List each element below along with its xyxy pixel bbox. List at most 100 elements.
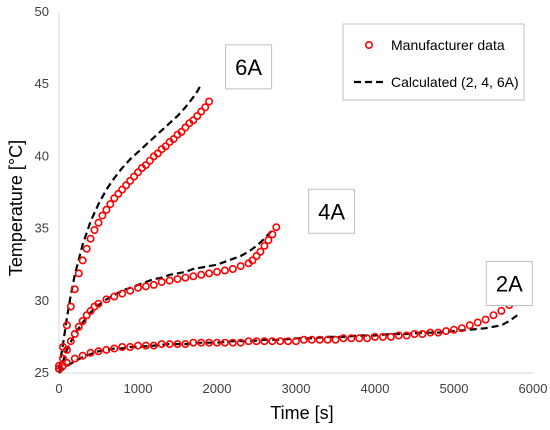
data-point-6a	[201, 103, 210, 112]
manufacturer-markers	[54, 97, 522, 373]
y-tick-label: 30	[35, 293, 49, 308]
data-point-6a	[62, 321, 71, 330]
calculated-line-6a	[57, 83, 203, 369]
data-point-6a	[169, 135, 178, 144]
data-point-6a	[78, 256, 87, 265]
data-point-2a	[62, 358, 71, 367]
data-point-2a	[149, 341, 158, 350]
data-point-4a	[78, 316, 87, 325]
data-point-4a	[110, 292, 119, 301]
data-point-6a	[54, 361, 63, 370]
data-point-4a	[102, 295, 111, 304]
plot-area	[58, 12, 533, 374]
data-point-2a	[434, 328, 443, 337]
data-point-2a	[284, 337, 293, 346]
data-point-2a	[78, 351, 87, 360]
data-point-4a	[157, 277, 166, 286]
y-axis-title: Temperature [°C]	[6, 140, 26, 276]
legend: Manufacturer data Calculated (2, 4, 6A)	[342, 23, 525, 101]
data-point-2a	[134, 341, 143, 350]
y-tick-label: 25	[35, 365, 49, 380]
data-point-6a	[126, 176, 135, 185]
data-point-4a	[74, 322, 83, 331]
data-point-2a	[181, 340, 190, 349]
data-point-2a	[457, 324, 466, 333]
data-point-6a	[74, 269, 83, 278]
data-point-6a	[94, 218, 103, 227]
data-point-6a	[189, 116, 198, 125]
data-point-6a	[86, 234, 95, 243]
data-point-4a	[220, 266, 229, 275]
data-point-2a	[86, 348, 95, 357]
data-point-2a	[236, 338, 245, 347]
data-point-2a	[355, 334, 364, 343]
data-point-4a	[256, 247, 265, 256]
data-point-4a	[149, 280, 158, 289]
data-point-2a	[481, 315, 490, 324]
data-point-2a	[497, 306, 506, 315]
data-point-4a	[126, 286, 135, 295]
data-point-2a	[244, 337, 253, 346]
data-point-2a	[173, 340, 182, 349]
data-point-2a	[394, 331, 403, 340]
legend-marker-icon	[364, 40, 373, 49]
data-point-4a	[141, 282, 150, 291]
y-tick-label: 35	[35, 221, 49, 236]
data-point-4a	[236, 262, 245, 271]
data-point-6a	[118, 185, 127, 194]
data-point-2a	[110, 344, 119, 353]
data-point-2a	[418, 329, 427, 338]
x-tick-label: 6000	[519, 381, 548, 396]
data-point-4a	[62, 345, 71, 354]
data-point-6a	[193, 112, 202, 121]
data-point-2a	[205, 338, 214, 347]
data-point-2a	[315, 335, 324, 344]
data-point-2a	[347, 334, 356, 343]
data-point-4a	[82, 311, 91, 320]
data-point-4a	[272, 223, 281, 232]
data-point-2a	[126, 342, 135, 351]
data-point-2a	[307, 335, 316, 344]
data-point-6a	[205, 97, 214, 106]
data-point-6a	[145, 156, 154, 165]
x-tick-label: 1000	[124, 381, 153, 396]
data-point-2a	[489, 311, 498, 320]
legend-box	[342, 23, 525, 101]
data-point-2a	[118, 342, 127, 351]
data-point-2a	[386, 332, 395, 341]
data-point-2a	[402, 331, 411, 340]
data-point-4a	[94, 299, 103, 308]
data-point-2a	[276, 337, 285, 346]
data-point-4a	[134, 283, 143, 292]
data-point-6a	[90, 226, 99, 235]
x-tick-label: 2000	[203, 381, 232, 396]
y-tick-label: 40	[35, 148, 49, 163]
data-point-6a	[82, 244, 91, 253]
data-point-2a	[70, 354, 79, 363]
x-axis-ticks: 0 1000 2000 3000 4000 5000 6000	[55, 381, 547, 396]
annotation-box	[485, 260, 533, 306]
data-point-6a	[153, 149, 162, 158]
data-point-4a	[248, 256, 257, 265]
data-point-6a	[134, 168, 143, 177]
annotation-box	[225, 44, 273, 90]
data-point-4a	[197, 270, 206, 279]
data-point-2a	[363, 334, 372, 343]
y-tick-label: 50	[35, 4, 49, 19]
data-point-6a	[110, 194, 119, 203]
data-point-6a	[177, 127, 186, 136]
data-point-2a	[102, 345, 111, 354]
data-point-4a	[213, 267, 222, 276]
data-point-4a	[264, 236, 273, 245]
data-point-2a	[449, 325, 458, 334]
data-point-2a	[339, 334, 348, 343]
annotation-2a: 2A	[485, 260, 533, 306]
data-point-4a	[181, 273, 190, 282]
data-point-2a	[157, 340, 166, 349]
data-point-6a	[102, 205, 111, 214]
data-point-4a	[173, 275, 182, 284]
x-tick-label: 0	[55, 381, 62, 396]
data-point-2a	[260, 337, 269, 346]
data-point-6a	[70, 285, 79, 294]
y-tick-label: 45	[35, 76, 49, 91]
